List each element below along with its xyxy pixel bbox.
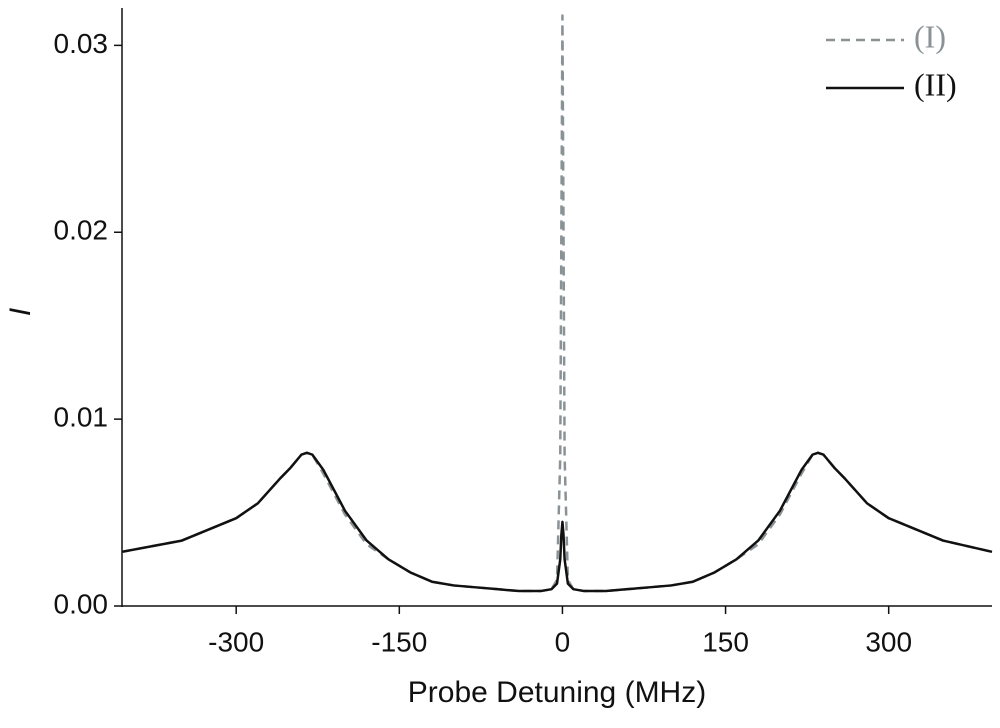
y-tick-label: 0.02 [54, 215, 109, 246]
y-tick-label: 0.03 [54, 28, 109, 59]
series-line [121, 14, 993, 593]
legend-label: (II) [914, 66, 957, 102]
series-line [121, 451, 993, 593]
y-tick-label: 0.01 [54, 402, 109, 433]
y-tick-label: 0.00 [54, 588, 109, 619]
x-tick-label: -150 [371, 626, 427, 657]
x-tick-label: -300 [208, 626, 264, 657]
x-axis-title: Probe Detuning (MHz) [408, 676, 706, 709]
x-tick-label: 300 [865, 626, 912, 657]
x-tick-label: 0 [555, 626, 571, 657]
legend-label: (I) [914, 18, 946, 54]
y-axis-title: I [4, 308, 37, 316]
x-tick-label: 150 [702, 626, 749, 657]
